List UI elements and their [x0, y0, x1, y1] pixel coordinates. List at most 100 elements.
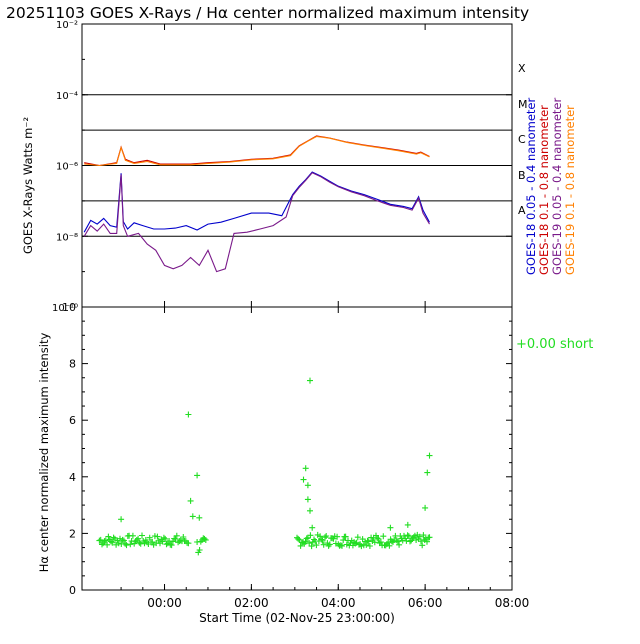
series-line-0	[83, 171, 430, 233]
scatter-point	[185, 411, 192, 418]
scatter-point	[154, 533, 161, 540]
scatter-point	[96, 537, 103, 544]
y-tick-label: 0	[69, 584, 76, 597]
scatter-point	[320, 541, 327, 548]
halpha-legend: +0.00 short	[516, 337, 593, 352]
scatter-point	[307, 532, 314, 539]
scatter-point	[101, 538, 108, 545]
scatter-point	[309, 524, 316, 531]
flare-class-label: X	[518, 62, 526, 75]
scatter-point	[162, 535, 169, 542]
scatter-point	[394, 538, 401, 545]
flare-class-label: B	[518, 169, 526, 182]
scatter-point	[136, 539, 143, 546]
scatter-point	[374, 535, 381, 541]
scatter-point	[319, 537, 326, 544]
scatter-point	[354, 534, 361, 541]
scatter-point	[202, 537, 209, 543]
scatter-point	[300, 476, 307, 483]
scatter-point	[377, 539, 384, 546]
scatter-point	[302, 538, 309, 545]
scatter-point	[160, 534, 167, 541]
scatter-point	[201, 535, 208, 542]
scatter-point	[172, 536, 179, 542]
scatter-point	[105, 533, 112, 540]
scatter-point	[118, 516, 125, 523]
scatter-point	[405, 533, 412, 540]
scatter-point	[416, 533, 423, 540]
scatter-point	[313, 542, 320, 549]
scatter-point	[194, 472, 201, 479]
flare-class-label: C	[518, 133, 526, 146]
scatter-point	[387, 524, 394, 531]
xray-panel: X M C B A 10⁻² 10⁻⁴ 10⁻⁶ 10⁻⁸ 10⁻¹⁰ GOES X-Rays Wa…	[21, 20, 577, 314]
scatter-point	[419, 542, 426, 549]
scatter-point	[123, 542, 130, 549]
x-tick-label: 02:00	[234, 596, 269, 610]
scatter-point	[119, 536, 126, 543]
scatter-point	[117, 535, 123, 542]
scatter-point	[317, 533, 324, 540]
scatter-point	[380, 533, 387, 540]
scatter-point	[187, 497, 194, 504]
scatter-point	[366, 543, 373, 549]
x-tick-label: 06:00	[408, 596, 443, 610]
scatter-point	[426, 452, 433, 459]
scatter-point	[396, 541, 403, 548]
scatter-point	[375, 535, 382, 542]
scatter-point	[115, 540, 122, 547]
scatter-point	[297, 542, 304, 549]
figure-title: 20251103 GOES X-Rays / Hα center normali…	[6, 4, 529, 22]
scatter-point	[149, 539, 156, 545]
scatter-point	[426, 534, 433, 541]
scatter-point	[102, 537, 109, 544]
scatter-point	[120, 537, 127, 544]
scatter-point	[104, 541, 111, 548]
x-axis-label: Start Time (02-Nov-25 23:00:00)	[199, 611, 395, 625]
scatter-point	[308, 543, 315, 550]
flare-class-label: A	[518, 204, 526, 217]
scatter-point	[307, 377, 313, 384]
scatter-point	[135, 535, 142, 542]
y-tick-label: 4	[69, 471, 76, 484]
scatter-point	[127, 541, 134, 548]
scatter-point	[99, 541, 105, 548]
scatter-point	[337, 542, 344, 549]
scatter-point	[196, 514, 203, 521]
scatter-point	[404, 532, 411, 539]
series-line-2	[84, 135, 430, 167]
scatter-point	[407, 538, 413, 545]
scatter-point	[304, 496, 311, 503]
y-tick-label: 10⁻⁴	[56, 91, 78, 102]
scatter-point	[110, 534, 117, 541]
scatter-point	[141, 540, 148, 547]
scatter-point	[108, 538, 114, 545]
scatter-point	[323, 533, 330, 539]
x-tick-label: 04:00	[321, 596, 356, 610]
halpha-y-axis-label: Hα center normalized maximum intensity	[37, 333, 51, 573]
scatter-point	[318, 536, 325, 543]
xray-y-axis-label: GOES X-Rays Watts m⁻²	[21, 117, 35, 254]
scatter-point	[424, 538, 430, 545]
scatter-point	[159, 538, 166, 545]
x-tick-label: 00:00	[147, 596, 182, 610]
scatter-point	[307, 507, 313, 514]
x-tick-label: 08:00	[495, 596, 530, 610]
scatter-point	[302, 465, 309, 472]
scatter-point	[322, 534, 328, 541]
y-tick-label: 6	[69, 414, 76, 427]
scatter-point	[122, 540, 129, 547]
y-tick-label: 10⁻²	[56, 20, 78, 31]
scatter-point	[371, 539, 378, 546]
scatter-point	[180, 534, 187, 540]
halpha-panel: 0 2 4 6 8 10 00:00 02:00 04:00 06:00 08:00 Start Ti…	[37, 301, 593, 625]
scatter-point	[386, 542, 393, 549]
y-tick-label: 10⁻⁶	[56, 162, 78, 173]
scatter-point	[109, 539, 116, 546]
scatter-point	[168, 542, 175, 549]
scatter-point	[418, 538, 424, 545]
scatter-point	[185, 540, 192, 547]
y-tick-label: 2	[69, 527, 76, 540]
scatter-point	[326, 541, 333, 548]
